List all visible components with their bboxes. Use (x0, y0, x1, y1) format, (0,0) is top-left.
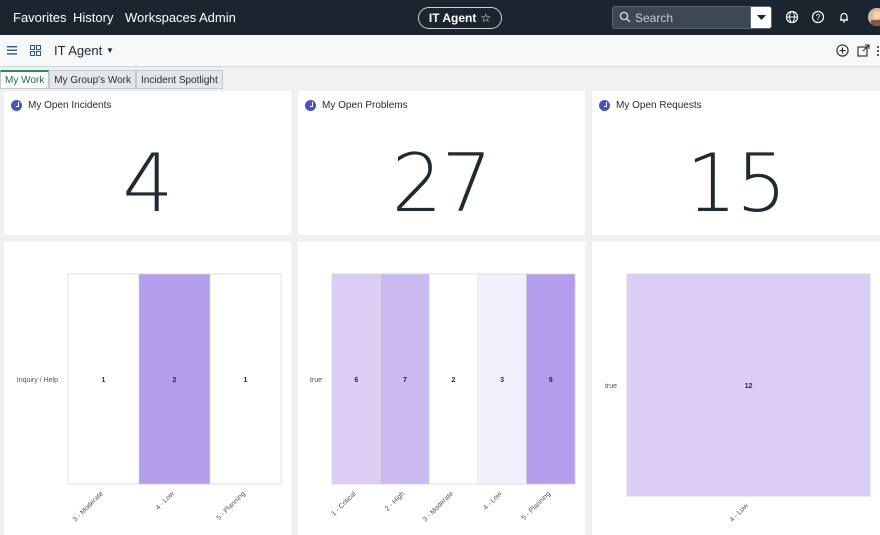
heatmap-cell[interactable] (380, 273, 430, 485)
problems-card[interactable]: My Open Problems 27 (298, 91, 585, 235)
nav-favorites[interactable]: Favorites (13, 10, 67, 25)
tab-my-work[interactable]: My Work (0, 70, 50, 89)
x-tick-label: 5 - Planning (216, 490, 247, 521)
heatmap-cell[interactable] (67, 273, 140, 485)
user-avatar-icon (868, 8, 880, 26)
nav-workspaces[interactable]: Workspaces (125, 10, 197, 25)
heatmap-cell[interactable] (138, 273, 211, 485)
requests-heatmap: 12 4 - Low true (605, 273, 871, 524)
problems-heatmap: 6 1 - Critical 7 2 - High 2 3 - Moderate 3 4 - … (310, 273, 576, 523)
problems-heatmap-card: 6 1 - Critical 7 2 - High 2 3 - Moderate 3 4 - … (298, 242, 585, 535)
x-tick-label: 1 - Critical (330, 490, 358, 518)
app-title: IT Agent (428, 11, 477, 25)
y-tick-label: true (310, 377, 322, 384)
report-badge-icon (599, 100, 610, 111)
search-scope-dropdown[interactable] (750, 7, 771, 28)
x-tick-label: 3 - Moderate (422, 490, 455, 523)
x-tick-label: 5 - Planning (521, 490, 552, 521)
workspace-header: IT Agent ▼ (0, 35, 880, 67)
incidents-heatmap: 1 3 - Moderate 2 4 - Low 1 5 - Planning Inquir… (17, 273, 282, 523)
heatmap-cell[interactable] (331, 273, 381, 485)
app-title-pill[interactable]: IT Agent ☆ (418, 7, 502, 29)
tab-my-groups-work[interactable]: My Group's Work (49, 70, 137, 89)
share-icon[interactable] (857, 44, 870, 57)
grid-view-icon[interactable] (30, 45, 41, 56)
report-badge-icon (11, 100, 22, 111)
requests-card[interactable]: My Open Requests 15 (592, 91, 880, 235)
report-badge-icon (305, 100, 316, 111)
x-tick-label: 4 - Low (729, 502, 751, 524)
requests-heatmap-card: 12 4 - Low true (592, 242, 880, 535)
top-nav: Favorites History Workspaces Admin IT Ag… (0, 0, 880, 35)
title-dropdown-caret-icon[interactable]: ▼ (106, 46, 114, 55)
x-tick-label: 4 - Low (155, 490, 177, 512)
x-tick-label: 2 - High (384, 490, 406, 512)
x-tick-label: 4 - Low (482, 490, 504, 512)
cell-value-label: 3 (500, 377, 504, 384)
cell-value-label: 2 (452, 377, 456, 384)
problems-count[interactable]: 27 (391, 137, 493, 230)
page-title[interactable]: IT Agent (54, 43, 103, 58)
svg-text:?: ? (816, 13, 821, 22)
search-icon (619, 11, 631, 23)
cell-value-label: 1 (244, 377, 248, 384)
search-input[interactable] (635, 9, 750, 26)
cell-value-label: 1 (102, 377, 106, 384)
favorite-star-icon[interactable]: ☆ (480, 11, 492, 25)
card-header: My Open Incidents (11, 100, 111, 111)
heatmap-cell[interactable] (526, 273, 576, 485)
cell-value-label: 12 (745, 383, 753, 390)
cell-value-label: 7 (403, 377, 407, 384)
add-widget-icon[interactable] (836, 44, 849, 57)
heatmap-cell[interactable] (428, 273, 479, 485)
card-title: My Open Incidents (28, 100, 112, 111)
card-title: My Open Requests (616, 100, 702, 111)
nav-history[interactable]: History (73, 10, 114, 25)
more-options-icon[interactable] (876, 45, 880, 57)
global-search (612, 6, 772, 29)
nav-admin[interactable]: Admin (199, 10, 236, 25)
dashboard-tabs: My Work My Group's Work Incident Spotlig… (0, 70, 223, 90)
cell-value-label: 6 (354, 377, 358, 384)
help-icon[interactable]: ? (811, 10, 825, 24)
tab-incident-spotlight[interactable]: Incident Spotlight (136, 70, 223, 89)
incidents-card[interactable]: My Open Incidents 4 (4, 91, 291, 235)
incidents-count[interactable]: 4 (122, 137, 174, 230)
cell-value-label: 2 (173, 377, 177, 384)
x-tick-label: 3 - Moderate (72, 490, 105, 523)
requests-count[interactable]: 15 (686, 137, 787, 230)
card-header: My Open Problems (305, 100, 408, 111)
card-title: My Open Problems (322, 100, 408, 111)
y-tick-label: true (605, 383, 617, 390)
avatar[interactable] (868, 8, 880, 26)
bell-icon[interactable] (837, 10, 851, 24)
heatmap-cell[interactable] (477, 273, 527, 485)
heatmap-cell[interactable] (209, 273, 282, 485)
card-header: My Open Requests (599, 100, 702, 111)
incidents-heatmap-card: 1 3 - Moderate 2 4 - Low 1 5 - Planning Inquir… (4, 242, 291, 535)
y-tick-label: Inquiry / Help (17, 377, 58, 384)
hamburger-menu-icon[interactable] (7, 46, 17, 55)
chevron-down-icon (756, 14, 766, 20)
heatmap-cell[interactable] (626, 273, 871, 497)
cell-value-label: 9 (549, 377, 553, 384)
globe-icon[interactable] (785, 10, 799, 24)
